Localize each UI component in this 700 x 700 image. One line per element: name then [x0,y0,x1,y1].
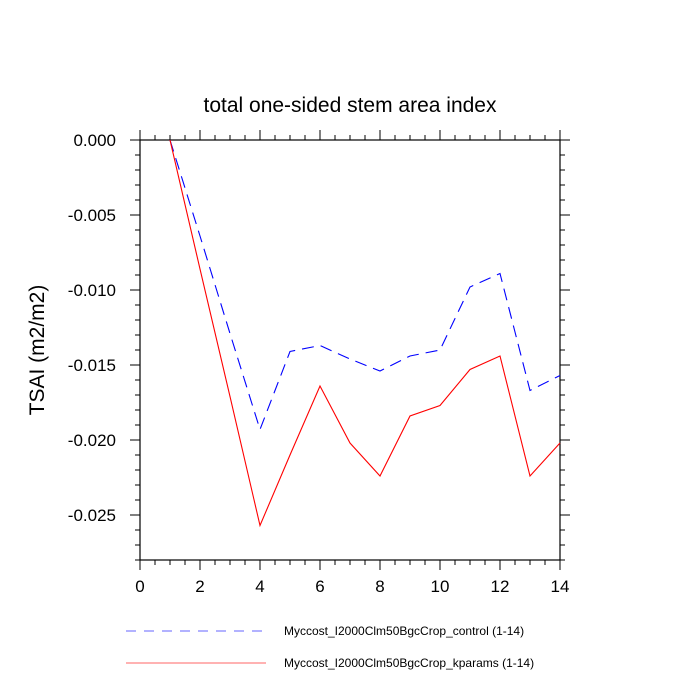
y-tick-label: -0.025 [68,506,116,525]
plot-frame [139,139,561,561]
legend-label-1: Myccost_I2000Clm50BgcCrop_kparams (1-14) [284,656,534,670]
chart-title: total one-sided stem area index [203,94,497,117]
legend-label-0: Myccost_I2000Clm50BgcCrop_control (1-14) [284,624,524,638]
y-axis-label: TSAI (m2/m2) [26,285,49,416]
series-line-1 [169,139,561,528]
x-tick-label: 8 [375,577,384,596]
x-tick-label: 12 [491,577,510,596]
x-tick-label: 6 [315,577,324,596]
y-tick-label: 0.000 [73,131,116,150]
series-line-0 [169,139,561,432]
x-tick-label: 14 [551,577,570,596]
x-tick-label: 2 [195,577,204,596]
y-tick-label: -0.005 [68,206,116,225]
y-tick-label: -0.020 [68,431,116,450]
y-tick-label: -0.015 [68,356,116,375]
x-tick-label: 10 [431,577,450,596]
x-tick-label: 4 [255,577,264,596]
x-tick-label: 0 [135,577,144,596]
y-tick-label: -0.010 [68,281,116,300]
